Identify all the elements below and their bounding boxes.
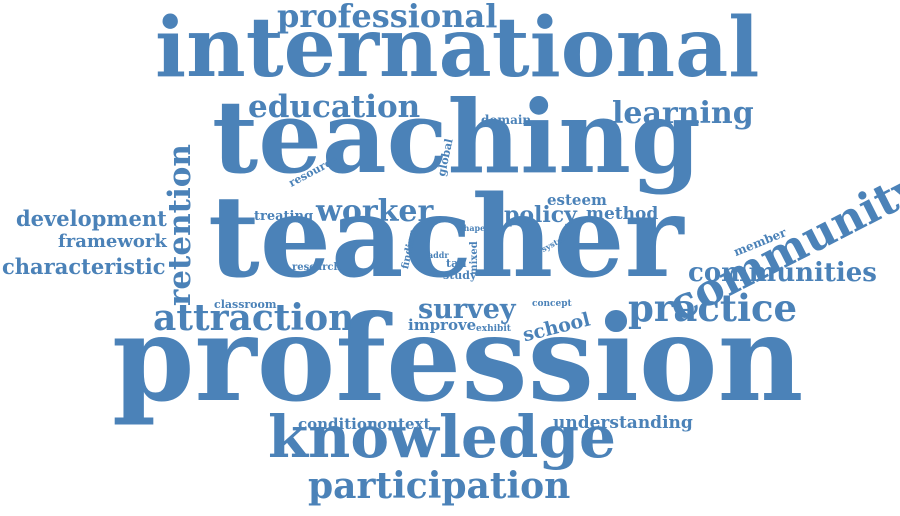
word-worker: worker (316, 194, 434, 229)
word-participation: participation (308, 465, 571, 507)
word-framework: framework (58, 231, 167, 252)
word-teaching: teaching (212, 78, 701, 196)
word-attraction: attraction (153, 297, 355, 339)
word-exhibit: exhibit (476, 324, 511, 334)
word-concept: concept (532, 299, 572, 309)
word-survey: survey (418, 294, 516, 325)
word-practice: practice (628, 286, 798, 330)
word-mixed: mixed (469, 241, 480, 275)
word-learning: learning (612, 96, 754, 131)
word-study: study (443, 269, 477, 282)
word-profession: profession (112, 289, 804, 428)
word-esteem: esteem (547, 191, 607, 209)
word-tali: tali (446, 257, 467, 270)
word-research: research (292, 262, 341, 273)
word-education: education (248, 89, 421, 125)
word-shape: shape (459, 223, 486, 233)
word-retention: retention (162, 144, 198, 306)
word-context: context (368, 415, 431, 433)
word-teacher: teacher (208, 172, 684, 303)
word-understanding: understanding (553, 413, 693, 433)
word-policy: policy (504, 202, 577, 228)
word-knowledge: knowledge (268, 403, 616, 471)
word-condition: condition (298, 415, 378, 433)
word-classroom: classroom (214, 298, 277, 311)
word-improve: improve (408, 316, 477, 334)
word-characteristic: characteristic (2, 254, 166, 279)
word-professional: professional (277, 0, 498, 35)
word-addr: addr (428, 250, 449, 260)
word-communities: communities (688, 258, 877, 288)
word-domain: domain (481, 113, 532, 127)
word-development: development (16, 206, 167, 231)
word-international: international (155, 0, 760, 96)
word-treating: treating (254, 209, 314, 224)
word-method: method (586, 204, 659, 224)
